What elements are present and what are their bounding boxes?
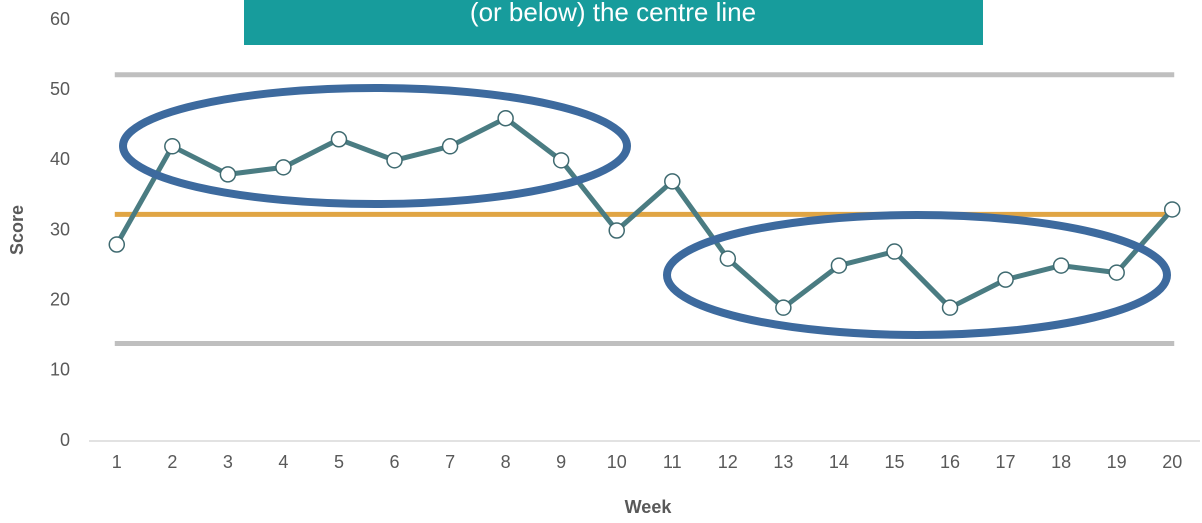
data-point: [330, 131, 348, 148]
y-tick-label: 40: [50, 149, 70, 169]
x-tick-label: 18: [1051, 452, 1071, 472]
x-axis-label: Week: [625, 497, 673, 517]
x-tick-label: 14: [829, 452, 849, 472]
data-point: [775, 299, 792, 316]
data-point: [719, 250, 737, 267]
data-point: [108, 236, 126, 253]
y-tick-label: 10: [50, 360, 70, 380]
x-tick-label: 6: [390, 452, 400, 472]
x-tick-label: 5: [334, 452, 344, 472]
x-tick-label: 17: [996, 452, 1016, 472]
data-point: [497, 109, 514, 127]
data-point: [941, 299, 959, 316]
x-tick-label: 2: [167, 452, 177, 472]
x-tick-label: 1: [112, 452, 122, 472]
y-tick-label: 60: [50, 9, 70, 29]
data-point: [552, 152, 570, 169]
x-tick-label: 16: [940, 452, 960, 472]
x-tick-label: 15: [884, 452, 904, 472]
data-point: [441, 138, 459, 155]
x-tick-label: 7: [445, 452, 455, 472]
data-point: [386, 152, 403, 169]
data-point: [830, 257, 848, 274]
x-tick-label: 11: [663, 452, 682, 472]
series-line: [114, 115, 1175, 311]
data-point: [275, 159, 292, 176]
x-tick-label: 20: [1162, 452, 1182, 472]
y-axis-label: Score: [7, 205, 27, 255]
x-tick-label: 13: [773, 452, 793, 472]
highlight-ellipse: [663, 211, 1171, 339]
highlight-ellipse: [119, 84, 631, 208]
y-tick-label: 50: [50, 79, 70, 99]
data-point: [1108, 264, 1125, 281]
data-point: [997, 271, 1014, 288]
y-tick-label: 20: [50, 289, 70, 309]
data-point: [664, 173, 681, 190]
data-point: [886, 243, 903, 260]
data-point: [219, 166, 237, 183]
y-tick-label: 0: [60, 430, 70, 450]
data-point: [608, 222, 625, 239]
x-tick-label: 4: [278, 452, 288, 472]
data-point: [1163, 201, 1181, 218]
data-point: [1052, 257, 1070, 274]
chart-title: (or below) the centre line: [470, 0, 756, 27]
x-tick-label: 10: [607, 452, 627, 472]
x-tick-label: 19: [1107, 452, 1127, 472]
x-tick-label: 9: [556, 452, 566, 472]
x-tick-label: 8: [501, 452, 511, 472]
y-tick-label: 30: [50, 219, 70, 239]
x-tick-label: 3: [223, 452, 233, 472]
x-tick-label: 12: [718, 452, 738, 472]
data-point: [164, 138, 181, 155]
title-box: [244, 0, 983, 45]
